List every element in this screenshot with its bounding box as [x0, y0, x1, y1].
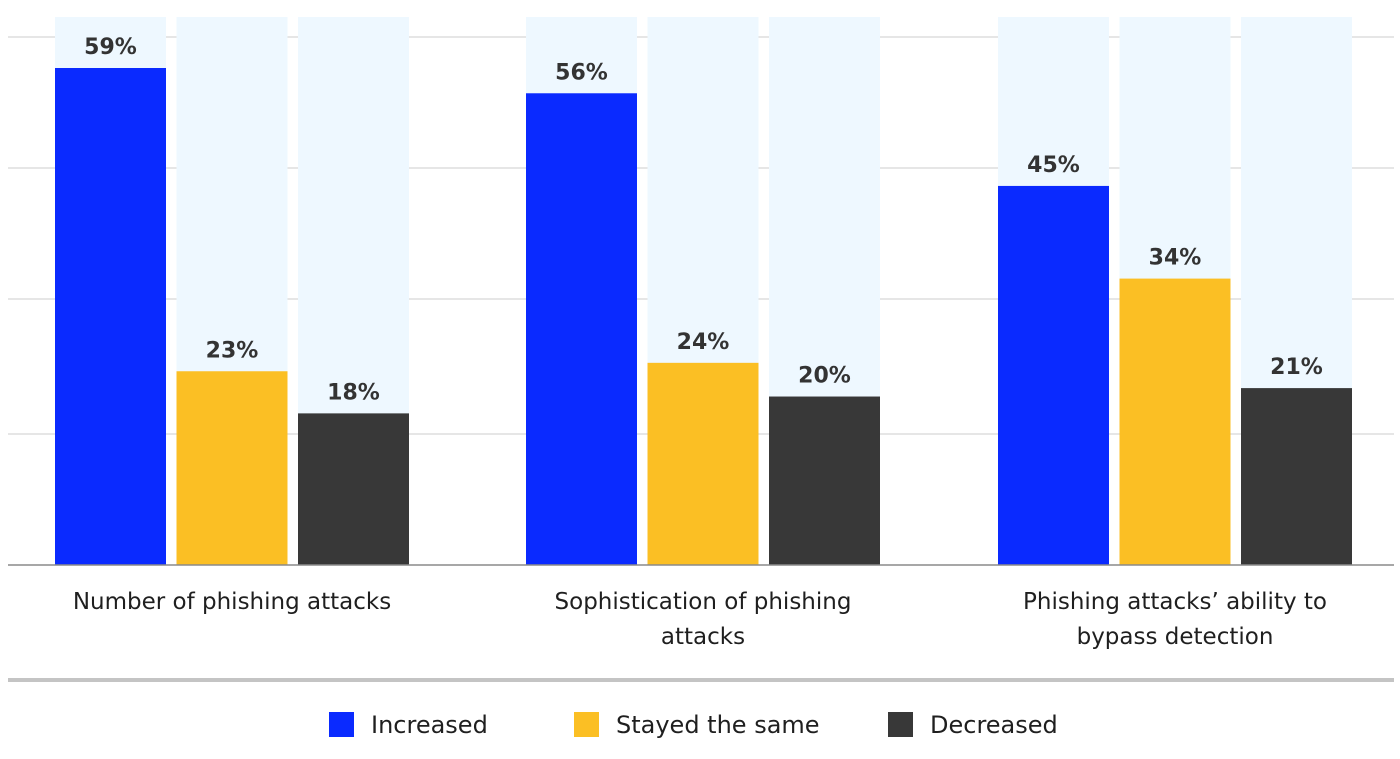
- category-label: Phishing attacks’ ability to: [1023, 589, 1327, 615]
- data-label: 21%: [1270, 355, 1323, 380]
- bar: [55, 68, 166, 565]
- data-label: 23%: [206, 338, 259, 363]
- bar: [526, 93, 637, 566]
- bar: [176, 371, 288, 565]
- legend-swatch: [574, 712, 599, 737]
- data-label: 24%: [677, 330, 730, 355]
- series-increased: 59% 56% 45%: [55, 35, 1109, 566]
- series-stayed-the-same: 23% 24% 34%: [176, 246, 1231, 565]
- bar: [298, 413, 409, 565]
- legend-label: Increased: [371, 711, 488, 739]
- bar: [1119, 278, 1231, 565]
- data-label: 59%: [84, 35, 137, 60]
- category-label: Sophistication of phishing: [555, 589, 852, 615]
- category-label: attacks: [661, 624, 745, 650]
- legend-swatch: [888, 712, 913, 737]
- category-label: bypass detection: [1077, 624, 1274, 650]
- series-decreased: 18% 20% 21%: [298, 355, 1352, 565]
- bar: [647, 362, 759, 565]
- legend-label: Decreased: [930, 711, 1058, 739]
- category-label: Number of phishing attacks: [73, 589, 391, 615]
- data-label: 20%: [798, 364, 851, 389]
- data-label: 34%: [1149, 246, 1202, 271]
- data-label: 56%: [555, 60, 608, 85]
- data-label: 18%: [327, 380, 380, 405]
- legend: Increased Stayed the same Decreased: [329, 711, 1058, 739]
- bar: [1241, 388, 1352, 565]
- legend-swatch: [329, 712, 354, 737]
- legend-label: Stayed the same: [616, 711, 820, 739]
- bar: [998, 185, 1109, 566]
- data-label: 45%: [1027, 153, 1080, 178]
- bar: [769, 396, 880, 565]
